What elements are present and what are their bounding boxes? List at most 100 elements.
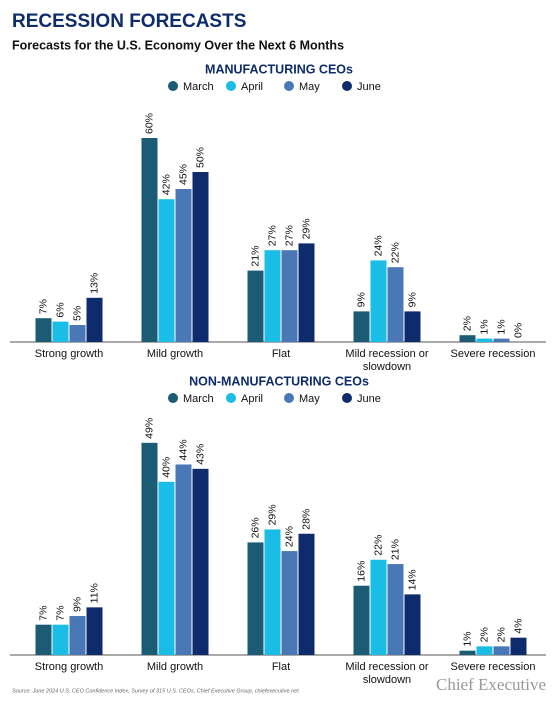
data-label: 1% [478, 319, 490, 334]
bar [264, 250, 281, 342]
bar [476, 646, 493, 655]
data-label: 22% [372, 535, 384, 556]
data-label: 7% [37, 299, 49, 314]
data-label: 21% [389, 539, 401, 560]
legend-label: June [357, 393, 381, 405]
bar [353, 585, 370, 655]
bar [404, 594, 421, 655]
bar [370, 260, 387, 342]
bar [35, 624, 52, 655]
x-tick-label: Mild growth [146, 661, 204, 673]
legend-swatch [226, 81, 236, 91]
data-label: 27% [283, 225, 295, 246]
data-label: 50% [194, 147, 206, 168]
data-label: 49% [143, 418, 155, 439]
bar [175, 189, 192, 342]
data-label: 28% [300, 509, 312, 530]
bar [281, 250, 298, 342]
data-label: 27% [266, 225, 278, 246]
legend-label: March [183, 81, 214, 93]
page-subtitle: Forecasts for the U.S. Economy Over the … [12, 38, 344, 52]
data-label: 9% [355, 292, 367, 307]
bar [281, 551, 298, 655]
bar [353, 311, 370, 342]
x-tick-label: Flat [271, 348, 291, 360]
x-tick-label: Mild recession or slowdown [345, 661, 429, 686]
data-label: 16% [355, 561, 367, 582]
bar [298, 533, 315, 655]
data-label: 29% [266, 504, 278, 525]
x-tick-label: Mild growth [146, 348, 204, 360]
bar [459, 335, 476, 342]
bar [387, 564, 404, 655]
bar [493, 338, 510, 342]
data-label: 24% [372, 235, 384, 256]
legend-swatch [168, 81, 178, 91]
x-tick-label: Severe recession [450, 661, 536, 673]
bar [35, 318, 52, 342]
data-label: 1% [461, 631, 473, 646]
legend-swatch [168, 393, 178, 403]
bar [69, 616, 86, 655]
data-label: 4% [512, 618, 524, 633]
data-label: 2% [461, 316, 473, 331]
bar [510, 637, 527, 655]
bar [264, 529, 281, 655]
bar [158, 481, 175, 655]
legend-swatch [342, 393, 352, 403]
data-label: 22% [389, 242, 401, 263]
data-label: 26% [249, 517, 261, 538]
bar [476, 338, 493, 342]
bar [247, 270, 264, 342]
data-label: 21% [249, 246, 261, 267]
data-label: 29% [300, 218, 312, 239]
bar [86, 297, 103, 342]
x-tick-label: Strong growth [34, 661, 104, 673]
bar [175, 464, 192, 655]
bar [141, 138, 158, 342]
data-label: 6% [54, 302, 66, 317]
legend-label: June [357, 81, 381, 93]
legend-label: April [241, 393, 263, 405]
logo: Chief Executive [436, 675, 546, 694]
legend-swatch [226, 393, 236, 403]
bar [387, 267, 404, 342]
legend-swatch [284, 393, 294, 403]
data-label: 45% [177, 164, 189, 185]
bar [52, 321, 69, 342]
x-tick-label: Strong growth [34, 348, 104, 360]
data-label: 42% [160, 174, 172, 195]
page-title: RECESSION FORECASTS [12, 11, 246, 32]
data-label: 1% [495, 319, 507, 334]
data-label: 43% [194, 444, 206, 465]
data-label: 7% [54, 606, 66, 621]
x-tick-label: Flat [271, 661, 291, 673]
chart-title: NON-MANUFACTURING CEOs [189, 374, 369, 388]
bar [247, 542, 264, 655]
data-label: 2% [495, 627, 507, 642]
bar [86, 607, 103, 655]
legend-label: March [183, 393, 214, 405]
data-label: 24% [283, 526, 295, 547]
data-label: 11% [88, 583, 100, 603]
data-label: 14% [406, 569, 418, 590]
chart-title: MANUFACTURING CEOs [205, 62, 353, 76]
data-label: 9% [406, 292, 418, 307]
bar [158, 199, 175, 342]
bar [69, 325, 86, 342]
source: Source: June 2024 U.S. CEO Confidence In… [12, 688, 299, 694]
legend-label: April [241, 81, 263, 93]
data-label: 0% [512, 323, 524, 338]
data-label: 44% [177, 439, 189, 460]
legend-label: May [299, 393, 320, 405]
legend-swatch [342, 81, 352, 91]
bar [141, 442, 158, 655]
bar [404, 311, 421, 342]
data-label: 60% [143, 113, 155, 134]
data-label: 13% [88, 273, 100, 294]
legend-swatch [284, 81, 294, 91]
bar [52, 624, 69, 655]
bar [459, 650, 476, 655]
